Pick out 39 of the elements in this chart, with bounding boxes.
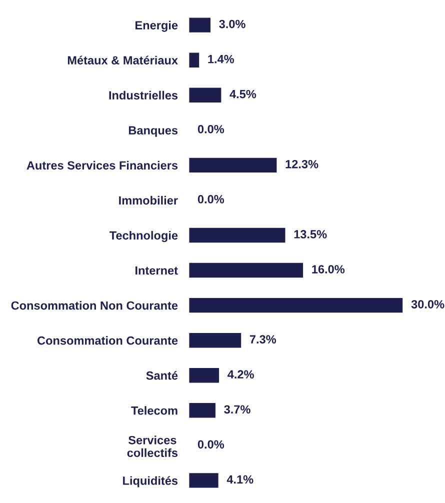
y-tick-label: Internet (136, 266, 178, 275)
y-tick-label: Industrielles (109, 90, 178, 100)
y-tick-label: Métaux & Matériaux (68, 56, 178, 64)
y-tick-label: Santé (146, 370, 178, 380)
y-tick-label: Autres Services Financiers (26, 160, 178, 170)
data-label: 12.3% (286, 160, 318, 168)
data-label: 13.5% (294, 230, 327, 238)
bar (189, 473, 218, 488)
y-tick-label: Services collectifs (127, 436, 178, 458)
y-tick-label: Telecom (131, 406, 178, 415)
data-label: 4.5% (230, 90, 256, 98)
data-label: 7.3% (250, 335, 276, 344)
bar (189, 368, 220, 383)
y-tick-label: Immobilier (119, 196, 178, 205)
bar (189, 262, 304, 278)
data-label: 3.7% (224, 405, 250, 414)
data-label: 0.0% (198, 124, 224, 134)
data-label: 16.0% (312, 265, 345, 274)
y-tick-label: Energie (136, 20, 178, 32)
y-tick-label: Consommation Non Courante (11, 301, 178, 310)
data-label: 3.0% (219, 20, 246, 28)
bar (189, 332, 242, 348)
data-label: 0.0% (198, 195, 224, 204)
y-tick-label: Consommation Courante (37, 336, 178, 345)
bar (189, 158, 277, 173)
bar (189, 88, 222, 102)
data-label: 30.0% (411, 300, 444, 308)
data-label: 4.1% (226, 475, 254, 484)
bar (189, 403, 216, 418)
y-tick-label: Technologie (110, 230, 178, 242)
y-tick-label: Liquidités (123, 476, 178, 488)
y-tick-label: Banques (128, 126, 178, 137)
data-label: 0.0% (198, 440, 224, 449)
bar (189, 18, 210, 32)
data-label: 4.2% (228, 370, 254, 379)
data-label: 1.4% (208, 54, 234, 64)
bar (189, 228, 286, 243)
bar (189, 52, 200, 68)
bar (189, 298, 403, 313)
